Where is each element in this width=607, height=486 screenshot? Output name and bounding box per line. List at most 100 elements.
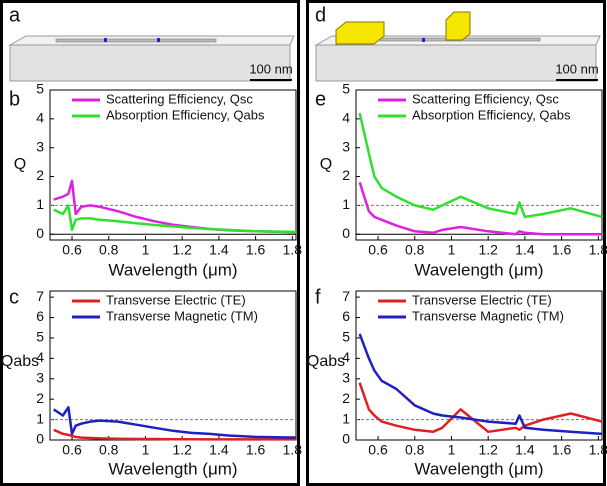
y-tick-label: 7 [36, 288, 44, 304]
x-axis-label: Wavelength (μm) [414, 260, 543, 279]
x-tick-label: 1.8 [283, 442, 303, 458]
y-tick-label: 5 [36, 329, 44, 345]
y-tick-label: 5 [36, 81, 44, 97]
x-tick-label: 1 [448, 442, 456, 458]
x-tick-label: 1.4 [515, 442, 535, 458]
x-axis-label: Wavelength (μm) [108, 459, 237, 478]
legend-label: Transverse Electric (TE) [412, 292, 552, 307]
x-tick-label: 1 [142, 442, 150, 458]
y-tick-label: 4 [36, 349, 44, 365]
y-tick-label: 3 [342, 138, 350, 154]
series-line [358, 112, 603, 219]
y-tick-label: 3 [36, 138, 44, 154]
y-tick-label: 4 [36, 110, 44, 126]
scale-bar-label: 100 nm [249, 61, 292, 76]
y-axis-label: Q [14, 156, 26, 173]
x-tick-label: 0.6 [368, 442, 388, 458]
x-tick-label: 1.2 [172, 242, 192, 258]
series-line [53, 204, 297, 234]
y-tick-label: 4 [342, 349, 350, 365]
y-tick-label: 2 [342, 167, 350, 183]
y-tick-label: 3 [342, 369, 350, 385]
gap [104, 38, 107, 42]
y-tick-label: 2 [342, 390, 350, 406]
y-tick-label: 2 [36, 167, 44, 183]
y-tick-label: 2 [36, 390, 44, 406]
legend-label: Absorption Efficiency, Qabs [412, 107, 571, 122]
legend-label: Transverse Magnetic (TM) [106, 308, 258, 323]
x-tick-label: 1.2 [478, 242, 498, 258]
y-tick-label: 3 [36, 369, 44, 385]
x-tick-label: 1.6 [246, 242, 266, 258]
x-tick-label: 0.6 [62, 442, 82, 458]
legend-label: Transverse Electric (TE) [106, 292, 246, 307]
y-tick-label: 5 [342, 329, 350, 345]
x-axis-label: Wavelength (μm) [108, 260, 237, 279]
y-tick-label: 0 [342, 225, 350, 241]
legend-label: Absorption Efficiency, Qabs [106, 107, 265, 122]
x-tick-label: 1.4 [515, 242, 535, 258]
gap [157, 38, 160, 42]
panel-border [306, 0, 606, 486]
x-axis-label: Wavelength (μm) [414, 459, 543, 478]
series-line [358, 382, 603, 434]
x-tick-label: 1 [142, 242, 150, 258]
legend-label: Scattering Efficiency, Qsc [412, 91, 559, 106]
series-line [53, 428, 296, 441]
y-axis-label: Qabs [1, 353, 39, 370]
x-tick-label: 1.4 [209, 242, 229, 258]
legend-label: Transverse Magnetic (TM) [412, 308, 564, 323]
y-tick-label: 1 [342, 196, 350, 212]
x-tick-label: 0.6 [62, 242, 82, 258]
y-tick-label: 0 [342, 431, 350, 447]
x-tick-label: 0.8 [99, 242, 119, 258]
x-tick-label: 0.8 [405, 442, 425, 458]
x-tick-label: 0.8 [99, 442, 119, 458]
x-tick-label: 1.6 [246, 442, 266, 458]
series-line [358, 181, 602, 236]
y-tick-label: 6 [342, 308, 350, 324]
y-tick-label: 1 [342, 410, 350, 426]
legend-label: Scattering Efficiency, Qsc [106, 91, 253, 106]
panel-label: b [9, 88, 20, 110]
y-axis-label: Q [320, 156, 332, 173]
panel-label: a [9, 4, 21, 26]
series-line [358, 333, 603, 436]
y-axis-label: Qabs [307, 353, 345, 370]
gold-block [335, 21, 385, 45]
y-tick-label: 1 [36, 196, 44, 212]
series-line [53, 406, 297, 439]
y-tick-label: 0 [36, 225, 44, 241]
x-tick-label: 1.2 [478, 442, 498, 458]
x-tick-label: 1.2 [172, 442, 192, 458]
x-tick-label: 1.4 [209, 442, 229, 458]
panel-border [0, 0, 300, 486]
substrate [315, 44, 597, 82]
panel-label: f [315, 286, 321, 308]
x-tick-label: 0.8 [405, 242, 425, 258]
x-tick-label: 1 [448, 242, 456, 258]
gold-block [445, 11, 471, 41]
x-tick-label: 1.6 [552, 242, 572, 258]
panel-label: c [9, 286, 19, 308]
nanowire [55, 38, 217, 43]
x-tick-label: 0.6 [368, 242, 388, 258]
y-tick-label: 4 [342, 110, 350, 126]
x-tick-label: 1.8 [589, 242, 607, 258]
y-tick-label: 6 [36, 308, 44, 324]
y-tick-label: 1 [36, 410, 44, 426]
x-tick-label: 1.8 [589, 442, 607, 458]
plot-frame [49, 89, 297, 241]
panel-label: e [315, 88, 326, 110]
panel-label: d [315, 4, 326, 26]
x-tick-label: 1.6 [552, 442, 572, 458]
y-tick-label: 5 [342, 81, 350, 97]
series-line [53, 179, 297, 234]
x-tick-label: 1.8 [283, 242, 303, 258]
y-tick-label: 0 [36, 431, 44, 447]
scale-bar-label: 100 nm [555, 61, 598, 76]
plot-frame [355, 89, 603, 241]
gap [422, 38, 425, 42]
